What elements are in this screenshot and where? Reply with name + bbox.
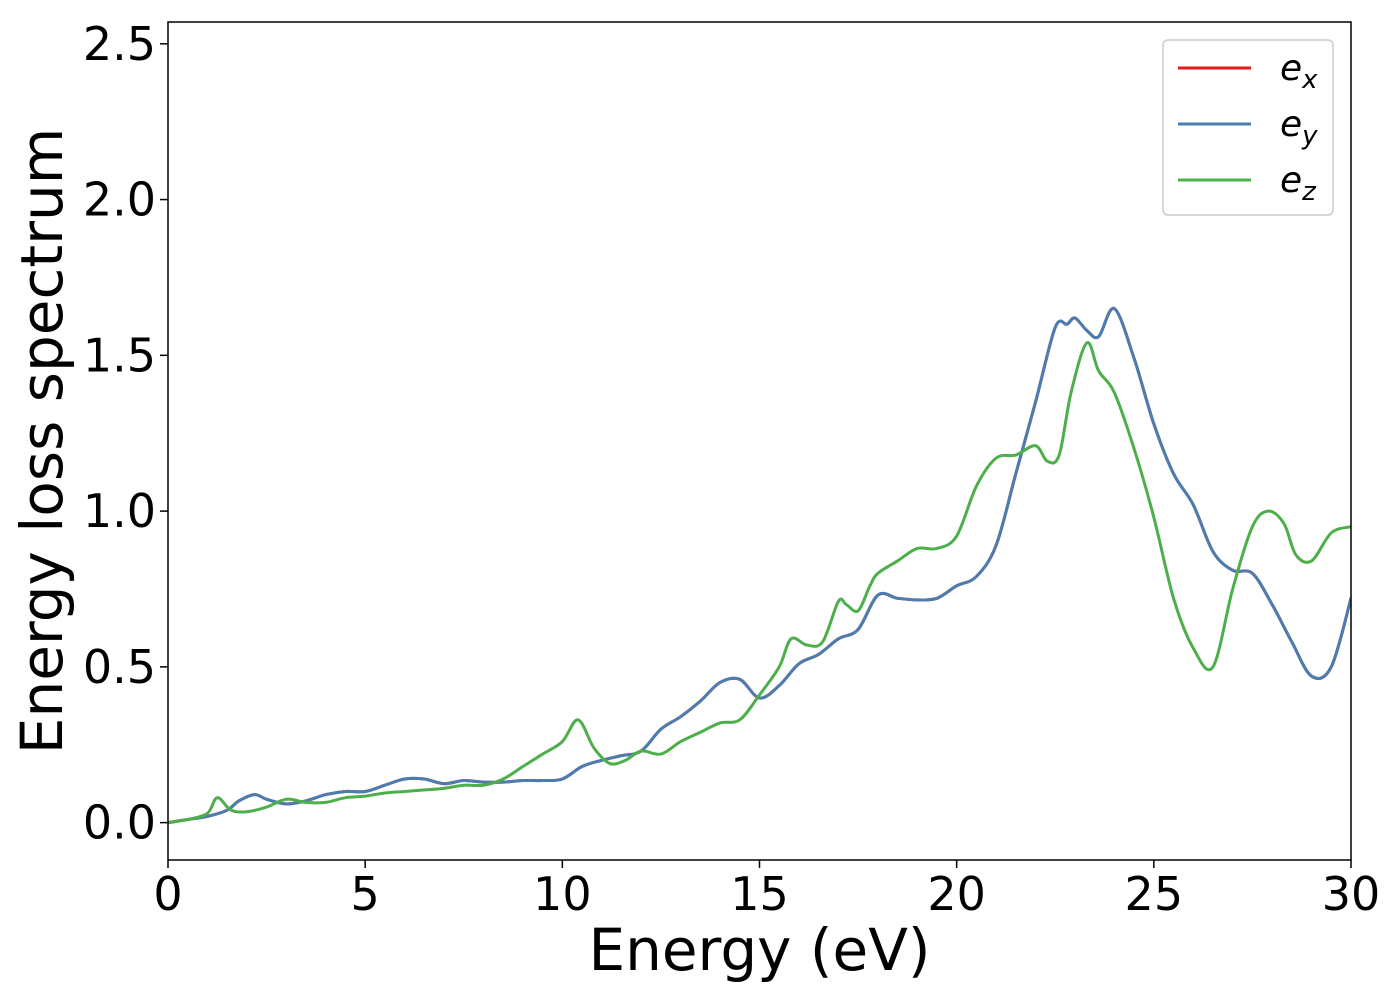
series-line-y: [168, 307, 1351, 825]
x-tick-label: 0: [153, 867, 182, 921]
legend-label-x: ex: [1280, 48, 1318, 95]
y-tick-label: 0.0: [83, 796, 156, 850]
x-tick-label: 30: [1322, 867, 1381, 921]
x-tick-label: 10: [533, 867, 592, 921]
x-tick-label: 25: [1125, 867, 1184, 921]
y-tick-label: 1.0: [83, 484, 156, 538]
y-axis: 0.0 0.5 1.0 1.5 2.0 2.5: [83, 17, 168, 850]
legend-box: [1162, 39, 1334, 216]
x-tick-label: 20: [927, 867, 986, 921]
y-tick-label: 2.5: [83, 17, 156, 71]
y-tick-label: 0.5: [83, 640, 156, 694]
x-tick-label: 15: [730, 867, 789, 921]
y-tick-label: 1.5: [83, 328, 156, 382]
plot-area: [168, 307, 1351, 825]
y-axis-title: Energy loss spectrum: [8, 128, 76, 754]
legend: ex ey ez: [1162, 39, 1334, 216]
series-line-z: [168, 341, 1351, 825]
legend-label-y: ey: [1280, 104, 1318, 151]
x-axis-title: Energy (eV): [588, 916, 930, 984]
x-tick-label: 5: [351, 867, 380, 921]
y-tick-label: 2.0: [83, 173, 156, 227]
series-line-x: [168, 307, 1351, 825]
legend-label-z: ez: [1280, 160, 1317, 207]
x-axis: 0 5 10 15 20 25 30: [153, 860, 1380, 921]
